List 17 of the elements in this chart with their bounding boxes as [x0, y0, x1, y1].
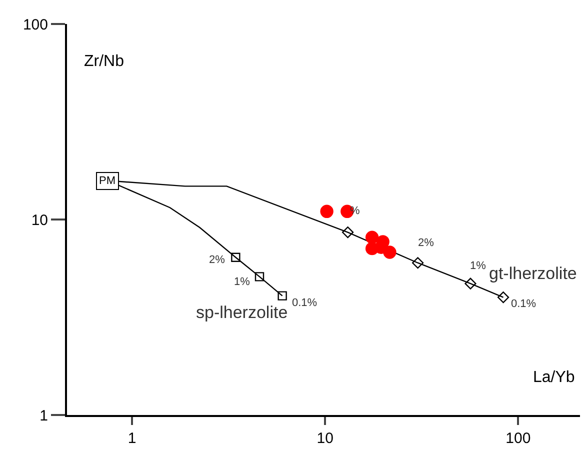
y-tick-label: 10: [31, 212, 48, 229]
x-axis-title: La/Yb: [533, 369, 575, 386]
annotation: 2%: [418, 237, 434, 249]
x-tick-label: 100: [506, 430, 531, 447]
x-tick-label: 1: [128, 430, 136, 447]
annotation: sp-lherzolite: [196, 303, 288, 322]
annotation: 1%: [470, 260, 486, 272]
annotation: gt-lherzolite: [489, 264, 577, 283]
y-tick-label: 100: [22, 16, 48, 34]
annotation: 0.1%: [292, 297, 318, 309]
annotation: 1%: [234, 276, 250, 288]
x-tick-label: 10: [316, 430, 334, 447]
y-tick-label: 1: [40, 407, 48, 424]
y-axis-title: Zr/Nb: [84, 53, 124, 70]
annotation: 0.1%: [511, 298, 536, 310]
annotation: PM: [99, 175, 116, 187]
annotation: 2%: [209, 254, 226, 266]
